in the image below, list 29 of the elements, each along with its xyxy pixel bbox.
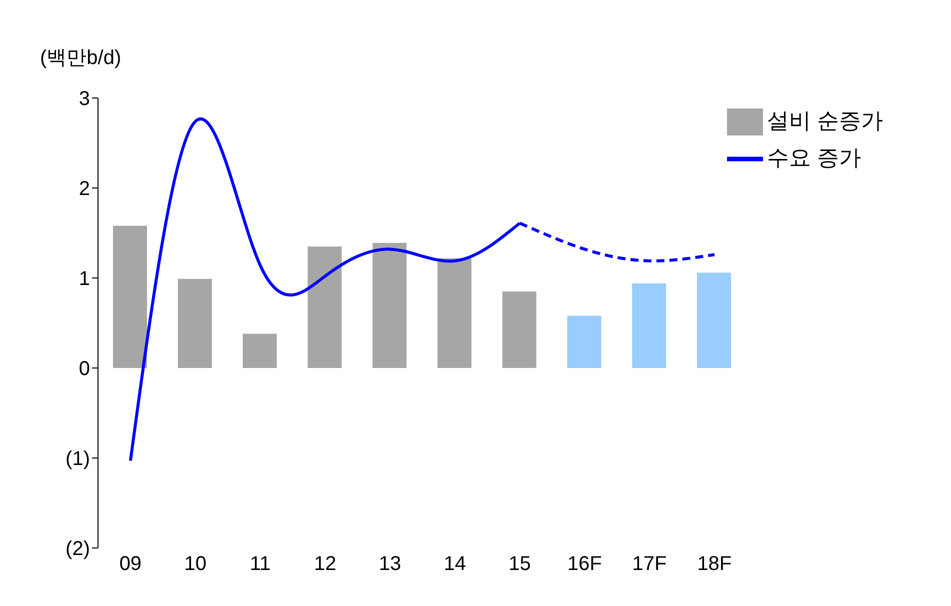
x-tick-label: 18F — [697, 553, 732, 576]
y-tick-label: (1) — [66, 448, 90, 470]
x-tick-label: 17F — [632, 553, 667, 576]
y-tick-label: 2 — [78, 178, 90, 200]
legend-label: 설비 순증가 — [766, 108, 883, 133]
bar — [632, 283, 666, 368]
bar — [308, 246, 342, 368]
x-tick-label: 14 — [444, 553, 466, 576]
x-tick-label: 16F — [567, 553, 602, 576]
bar — [696, 272, 731, 368]
y-tick-label: 0 — [78, 358, 90, 380]
legend-label: 수요 증가 — [766, 145, 861, 170]
x-tick-label: 13 — [378, 553, 402, 576]
y-axis-title: (백만b/d) — [40, 46, 122, 71]
x-tick-label: 11 — [250, 553, 271, 576]
x-tick-label: 12 — [314, 553, 336, 576]
y-tick-label: 1 — [78, 268, 90, 290]
bar — [242, 334, 277, 368]
bar — [437, 258, 472, 368]
bar — [502, 292, 536, 368]
x-tick-label: 15 — [508, 553, 531, 576]
bar — [178, 278, 212, 368]
x-tick-label: 10 — [184, 553, 206, 576]
y-tick-label: 3 — [78, 88, 90, 110]
bar — [567, 316, 602, 368]
y-tick-label: (2) — [66, 538, 90, 560]
bar — [372, 242, 407, 368]
x-tick-label: 09 — [119, 553, 142, 576]
bar — [113, 226, 147, 368]
